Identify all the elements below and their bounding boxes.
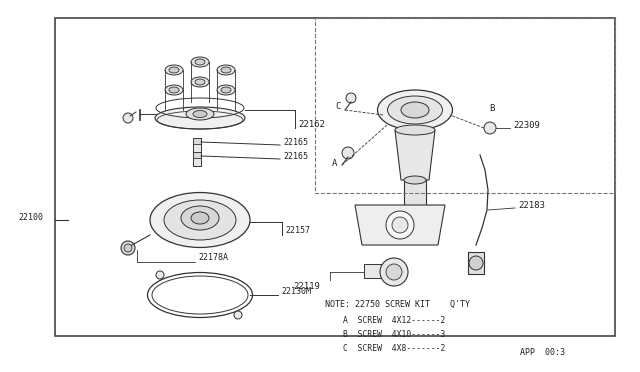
- Ellipse shape: [191, 77, 209, 87]
- Ellipse shape: [401, 102, 429, 118]
- Circle shape: [484, 122, 496, 134]
- Ellipse shape: [150, 192, 250, 247]
- Bar: [55, 18, 615, 336]
- Ellipse shape: [221, 87, 231, 93]
- Circle shape: [124, 244, 132, 252]
- Text: C: C: [335, 102, 340, 110]
- Bar: [315, 18, 615, 193]
- Bar: [404, 180, 426, 225]
- Ellipse shape: [404, 176, 426, 184]
- Ellipse shape: [387, 96, 442, 124]
- Polygon shape: [355, 205, 445, 245]
- Text: 22157: 22157: [285, 225, 310, 234]
- Ellipse shape: [395, 125, 435, 135]
- Ellipse shape: [217, 85, 235, 95]
- Circle shape: [386, 211, 414, 239]
- Circle shape: [342, 147, 354, 159]
- Text: 22183: 22183: [518, 201, 545, 209]
- Text: C  SCREW  4X8-------2: C SCREW 4X8-------2: [343, 344, 445, 353]
- Circle shape: [123, 113, 133, 123]
- Text: A: A: [332, 158, 338, 167]
- Circle shape: [469, 256, 483, 270]
- Text: 22130M: 22130M: [281, 288, 311, 296]
- Text: NOTE: 22750 SCREW KIT    Q'TY: NOTE: 22750 SCREW KIT Q'TY: [325, 300, 470, 309]
- Text: B  SCREW  4X10------3: B SCREW 4X10------3: [343, 330, 445, 339]
- Text: 22165: 22165: [283, 138, 308, 147]
- Ellipse shape: [191, 57, 209, 67]
- Text: APP  00:3: APP 00:3: [520, 348, 565, 357]
- Bar: [193, 152, 201, 166]
- Ellipse shape: [155, 107, 245, 129]
- Bar: [193, 138, 201, 144]
- Ellipse shape: [181, 206, 219, 230]
- Ellipse shape: [217, 65, 235, 75]
- Text: A  SCREW  4X12------2: A SCREW 4X12------2: [343, 316, 445, 325]
- Bar: [364, 264, 382, 278]
- Bar: [468, 252, 484, 274]
- Bar: [193, 152, 201, 158]
- Circle shape: [386, 264, 402, 280]
- Bar: [193, 138, 201, 152]
- Ellipse shape: [165, 85, 183, 95]
- Circle shape: [156, 271, 164, 279]
- Ellipse shape: [195, 79, 205, 85]
- Text: B: B: [490, 103, 495, 112]
- Ellipse shape: [378, 90, 452, 130]
- Text: 22309: 22309: [513, 121, 540, 129]
- Ellipse shape: [186, 108, 214, 120]
- Ellipse shape: [164, 200, 236, 240]
- Ellipse shape: [195, 59, 205, 65]
- Ellipse shape: [221, 67, 231, 73]
- Text: 22100: 22100: [18, 212, 43, 221]
- Ellipse shape: [193, 110, 207, 118]
- Circle shape: [346, 93, 356, 103]
- Text: 22162: 22162: [298, 119, 325, 128]
- Text: 22119: 22119: [293, 282, 320, 291]
- Circle shape: [380, 258, 408, 286]
- Circle shape: [121, 241, 135, 255]
- Ellipse shape: [169, 67, 179, 73]
- Text: 22178A: 22178A: [198, 253, 228, 263]
- Circle shape: [234, 311, 242, 319]
- Circle shape: [392, 217, 408, 233]
- Polygon shape: [395, 130, 435, 180]
- Ellipse shape: [169, 87, 179, 93]
- Ellipse shape: [165, 65, 183, 75]
- Text: 22165: 22165: [283, 151, 308, 160]
- Ellipse shape: [191, 212, 209, 224]
